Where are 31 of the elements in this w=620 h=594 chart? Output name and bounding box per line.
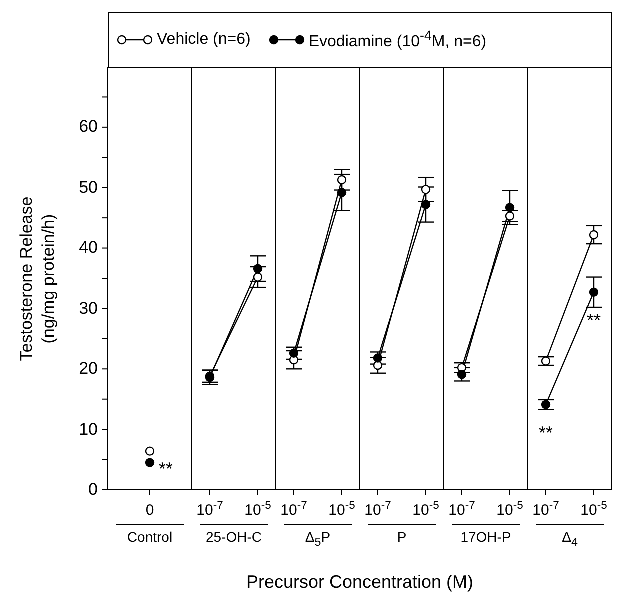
y-axis-title: Testosterone Release (ng/mg protein/h) <box>16 195 59 363</box>
x-axis-title: Control <box>116 524 184 545</box>
y-tick-label: 50 <box>78 178 98 198</box>
annotation: ** <box>158 458 174 479</box>
x-tick-label: 10$^{-7}$ <box>448 500 476 519</box>
x-tick-label: 10$^{-5}$ <box>244 500 272 519</box>
x-tick-label: 10$^{-5}$ <box>580 500 608 519</box>
y-tick-label: 30 <box>79 298 98 318</box>
annotation: ** <box>586 310 602 330</box>
x-axis-title: 25-OH-C <box>200 524 268 545</box>
y-tick-label: 60 <box>78 117 98 138</box>
x-tick-label: 10$^{-7}$ <box>532 500 560 519</box>
y-tick-label: 10 <box>78 420 98 440</box>
legend-label: Evodiamine (10$^{-4}$M, n=6) <box>308 28 487 52</box>
annotation: ** <box>538 422 554 443</box>
x-tick-label: 0 <box>146 502 154 519</box>
y-tick-label: 0 <box>88 480 98 500</box>
y-tick-label: 20 <box>78 359 98 380</box>
x-tick-label: 10$^{-5}$ <box>412 500 440 519</box>
x-axis-title: Δ$_{5}$P <box>284 524 352 549</box>
x-axis-title: P <box>368 524 436 545</box>
x-tick-label: 10$^{-7}$ <box>364 500 392 519</box>
y-tick-label: 40 <box>79 238 98 258</box>
x-tick-label: 10$^{-5}$ <box>496 500 524 519</box>
x-tick-label: 10$^{-7}$ <box>280 500 308 519</box>
x-axis-title: Δ$_{4}$ <box>536 524 604 549</box>
text: Precursor Concentration (M) <box>245 572 475 593</box>
legend-label: Vehicle (n=6) <box>157 31 251 49</box>
x-tick-label: 10$^{-5}$ <box>328 500 356 519</box>
x-tick-label: 10$^{-7}$ <box>196 500 224 519</box>
x-axis-title: 17OH-P <box>452 524 520 545</box>
